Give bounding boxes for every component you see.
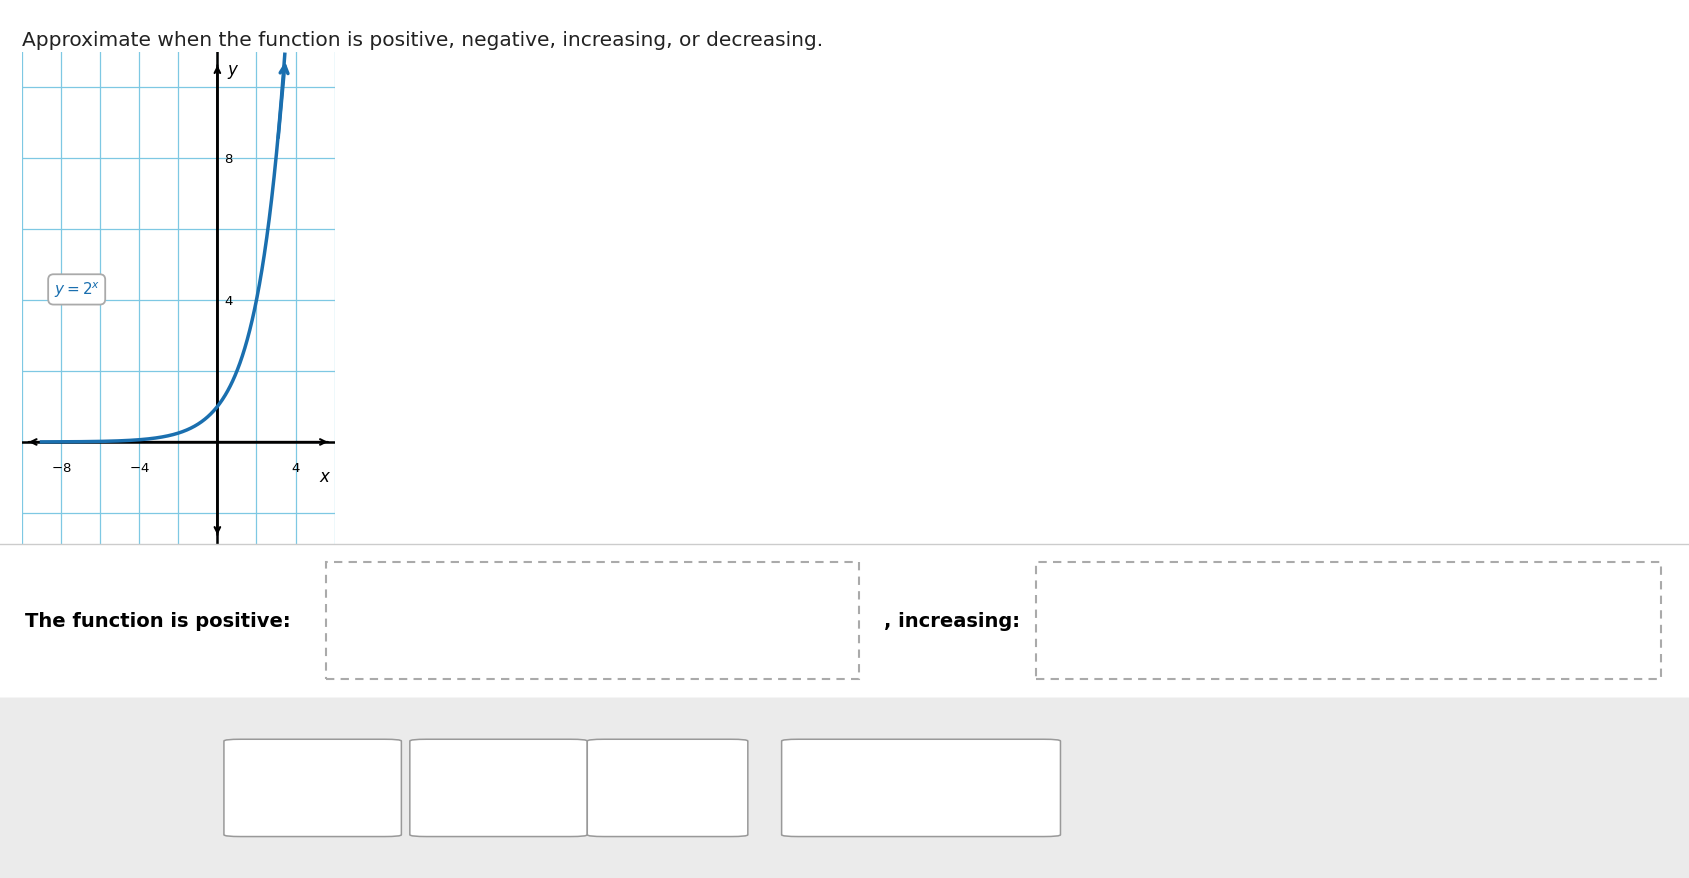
Text: :: x < 8: :: x < 8 <box>635 779 699 797</box>
Text: $y$: $y$ <box>226 63 240 82</box>
Text: $8$: $8$ <box>225 153 233 165</box>
FancyBboxPatch shape <box>588 739 748 837</box>
Text: The function is positive:: The function is positive: <box>25 612 291 630</box>
Text: $-8$: $-8$ <box>51 462 71 475</box>
FancyBboxPatch shape <box>1035 563 1660 680</box>
Text: Approximate when the function is positive, negative, increasing, or decreasing.: Approximate when the function is positiv… <box>22 31 823 50</box>
Text: :: for all real numbers: :: for all real numbers <box>823 779 1018 797</box>
FancyBboxPatch shape <box>410 739 588 837</box>
Text: :: x < −2: :: x < −2 <box>274 779 351 797</box>
FancyBboxPatch shape <box>223 739 402 837</box>
Text: $-4$: $-4$ <box>128 462 150 475</box>
Text: $4$: $4$ <box>225 294 233 307</box>
Text: $y = 2^x$: $y = 2^x$ <box>54 280 100 300</box>
Text: , increasing:: , increasing: <box>883 612 1018 630</box>
Text: :: x > −2: :: x > −2 <box>459 779 537 797</box>
FancyBboxPatch shape <box>780 739 1061 837</box>
Text: $4$: $4$ <box>291 462 301 475</box>
FancyBboxPatch shape <box>326 563 858 680</box>
Text: $x$: $x$ <box>319 467 331 486</box>
